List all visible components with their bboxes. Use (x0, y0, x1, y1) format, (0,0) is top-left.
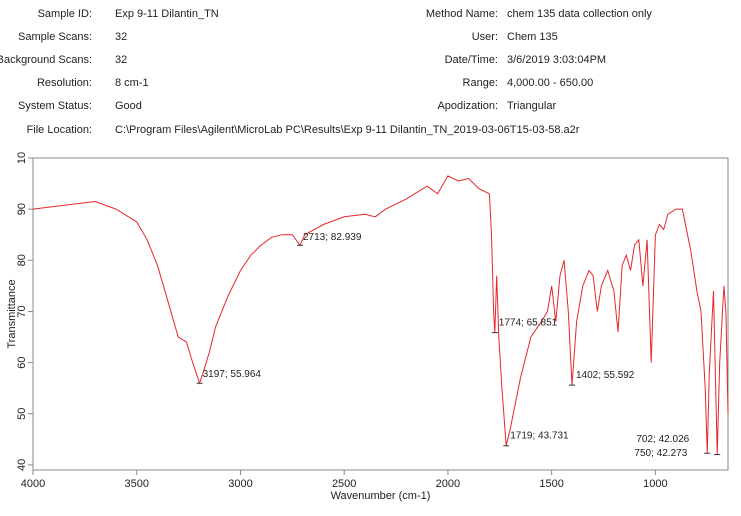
x-tick-label: 1500 (539, 478, 563, 490)
x-tick-label: 2000 (436, 478, 460, 490)
y-tick-label: 70 (16, 305, 28, 317)
field-value: 3/6/2019 3:03:04PM (507, 54, 606, 66)
peak-label: 2713; 82.939 (303, 232, 362, 243)
peak-label: 750; 42.273 (634, 448, 687, 459)
y-tick-label: 50 (16, 408, 28, 420)
peak-label: 702; 42.026 (636, 434, 689, 445)
y-tick-label: 80 (16, 254, 28, 266)
x-tick-label: 2500 (332, 478, 356, 490)
field-label: System Status: (18, 100, 92, 112)
spectrum-line (32, 175, 729, 455)
field-value: 4,000.00 - 650.00 (507, 77, 593, 89)
field-value: Exp 9-11 Dilantin_TN (115, 8, 219, 20)
field-label: Apodization: (437, 100, 498, 112)
y-tick-label: 40 (16, 459, 28, 471)
peak-label: 1402; 55.592 (576, 370, 635, 381)
header: Sample ID: Exp 9-11 Dilantin_TN Method Nam… (0, 8, 652, 136)
x-tick-label: 4000 (21, 478, 45, 490)
field-label: Date/Time: (445, 54, 498, 66)
field-label: Sample ID: (38, 8, 92, 20)
field-label: File Location: (27, 124, 92, 136)
field-label: Method Name: (426, 8, 498, 20)
x-tick-label: 1000 (643, 478, 667, 490)
peak-label: 3197; 55.964 (203, 369, 262, 380)
field-value: Triangular (507, 100, 556, 112)
peak-label: 1719; 43.731 (510, 430, 569, 441)
y-tick-label: 60 (16, 356, 28, 368)
field-label: Resolution: (37, 77, 92, 89)
peak-label: 1774; 65.851 (499, 317, 558, 328)
plot-frame (32, 157, 729, 471)
field-label: Range: (463, 77, 498, 89)
field-value: 32 (115, 54, 127, 66)
y-tick-label: 90 (16, 203, 28, 215)
x-axis-label: Wavenumber (cm-1) (331, 490, 431, 502)
field-value: 8 cm-1 (115, 77, 149, 89)
field-value: 32 (115, 31, 127, 43)
field-value: Good (115, 100, 142, 112)
field-label: Sample Scans: (18, 31, 92, 43)
y-axis-label: Transmittance (6, 279, 18, 348)
y-tick-label: 10 (16, 152, 28, 164)
field-label: User: (472, 31, 498, 43)
plot: 4000 3500 3000 2500 2000 1500 1000 40 50 60 70 80 90… (6, 152, 729, 502)
x-tick-label: 3500 (124, 478, 148, 490)
field-value: chem 135 data collection only (507, 8, 652, 20)
field-label: Background Scans: (0, 54, 92, 66)
field-value: C:\Program Files\Agilent\MicroLab PC\Res… (115, 124, 580, 136)
field-value: Chem 135 (507, 31, 558, 43)
x-tick-label: 3000 (228, 478, 252, 490)
